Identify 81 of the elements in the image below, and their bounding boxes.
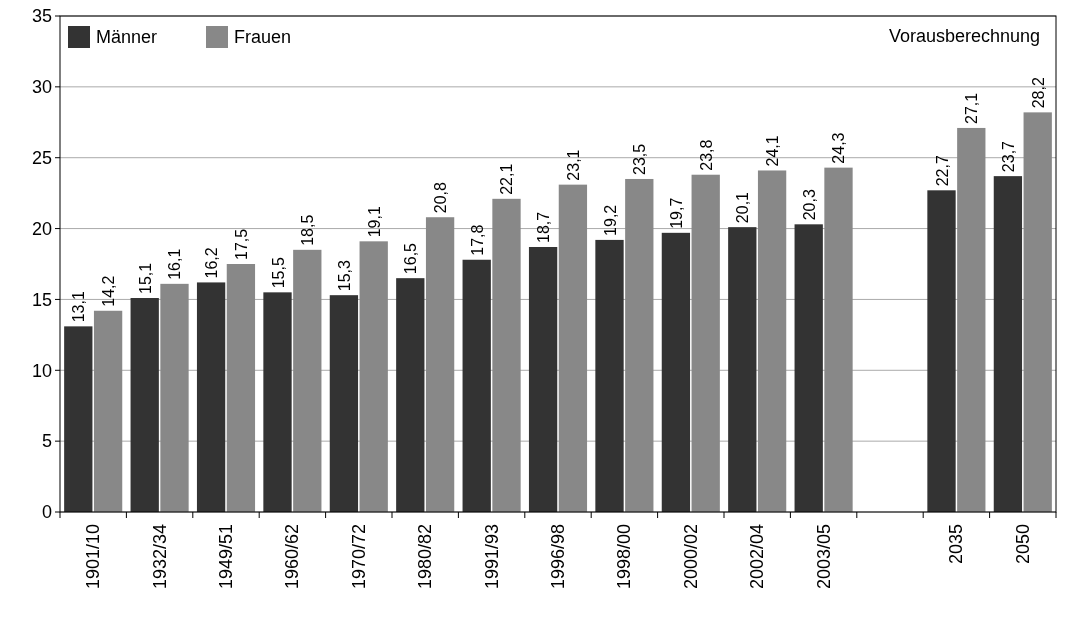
annotation: Vorausberechnung xyxy=(888,26,1040,46)
data-label: 19,2 xyxy=(601,204,619,236)
bar xyxy=(492,198,521,512)
data-label: 24,3 xyxy=(830,132,848,164)
data-label: 17,5 xyxy=(232,228,250,260)
bar xyxy=(226,264,256,512)
bar xyxy=(462,259,491,512)
y-tick-label: 10 xyxy=(31,360,52,381)
x-tick-label: 1996/98 xyxy=(548,524,568,590)
data-label: 14,2 xyxy=(100,275,118,307)
y-tick-label: 0 xyxy=(41,502,52,523)
data-label: 23,7 xyxy=(999,140,1017,173)
x-tick-label: 1991/93 xyxy=(481,524,502,590)
y-tick-label: 35 xyxy=(31,6,52,27)
data-label: 20,3 xyxy=(800,189,818,221)
bar xyxy=(93,310,123,512)
x-tick-label: 2035 xyxy=(946,524,967,565)
x-tick-label: 2002/04 xyxy=(747,524,768,590)
data-label: 23,8 xyxy=(697,139,715,171)
data-label: 13,1 xyxy=(70,291,88,323)
data-label: 18,7 xyxy=(535,211,553,243)
legend-label: Männer xyxy=(96,27,158,48)
x-tick-label: 1970/72 xyxy=(348,524,369,590)
bar xyxy=(595,239,624,512)
bar xyxy=(728,227,757,512)
bar xyxy=(757,170,787,512)
data-label: 20,1 xyxy=(734,191,752,224)
y-tick-label: 15 xyxy=(31,289,52,310)
data-label: 18,5 xyxy=(299,214,317,246)
bar xyxy=(329,295,359,512)
bar xyxy=(691,174,720,512)
data-label: 23,5 xyxy=(631,143,649,175)
bar xyxy=(528,246,558,512)
bar xyxy=(64,326,93,512)
bar xyxy=(661,232,691,512)
data-label: 23,1 xyxy=(564,149,582,181)
bar xyxy=(396,278,425,512)
data-label: 17,8 xyxy=(468,224,486,256)
bar xyxy=(794,224,823,512)
bar xyxy=(957,127,986,512)
x-tick-label: 2000/02 xyxy=(680,524,701,590)
bar xyxy=(130,298,159,512)
bar xyxy=(293,249,322,512)
data-label: 27,1 xyxy=(963,92,981,124)
bar xyxy=(196,282,226,512)
data-label: 22,1 xyxy=(498,163,516,195)
bar xyxy=(824,167,853,512)
bar xyxy=(425,217,455,512)
bar xyxy=(625,178,654,512)
data-label: 15,1 xyxy=(136,262,154,295)
data-label: 15,3 xyxy=(335,259,353,292)
data-label: 19,7 xyxy=(667,197,685,229)
data-label: 28,2 xyxy=(1029,77,1047,109)
data-label: 22,7 xyxy=(933,155,951,187)
bar xyxy=(359,241,388,512)
y-tick-label: 30 xyxy=(31,77,52,98)
data-label: 15,5 xyxy=(269,257,287,289)
bar xyxy=(993,176,1023,512)
x-tick-label: 2003/05 xyxy=(813,524,834,590)
data-label: 16,5 xyxy=(402,242,420,275)
x-tick-label: 1960/62 xyxy=(282,524,303,590)
x-tick-label: 1980/82 xyxy=(415,524,436,590)
x-tick-label: 1901/10 xyxy=(83,524,104,590)
x-tick-label: 2050 xyxy=(1012,524,1033,565)
y-tick-label: 5 xyxy=(41,431,52,452)
x-tick-label: 1949/51 xyxy=(216,524,236,590)
data-label: 16,2 xyxy=(203,247,221,279)
bar xyxy=(263,292,292,512)
data-label: 20,8 xyxy=(432,181,450,214)
bar xyxy=(558,184,588,512)
legend-label: Frauen xyxy=(234,27,292,48)
bar xyxy=(1023,112,1052,512)
y-tick-label: 25 xyxy=(31,148,52,169)
bar xyxy=(927,190,956,512)
x-tick-label: 1998/00 xyxy=(614,524,635,590)
bar xyxy=(160,283,189,512)
x-tick-label: 1932/34 xyxy=(149,524,170,590)
y-tick-label: 20 xyxy=(31,218,52,239)
data-label: 24,1 xyxy=(764,135,782,167)
data-label: 16,1 xyxy=(166,248,184,280)
data-label: 19,1 xyxy=(365,206,383,238)
